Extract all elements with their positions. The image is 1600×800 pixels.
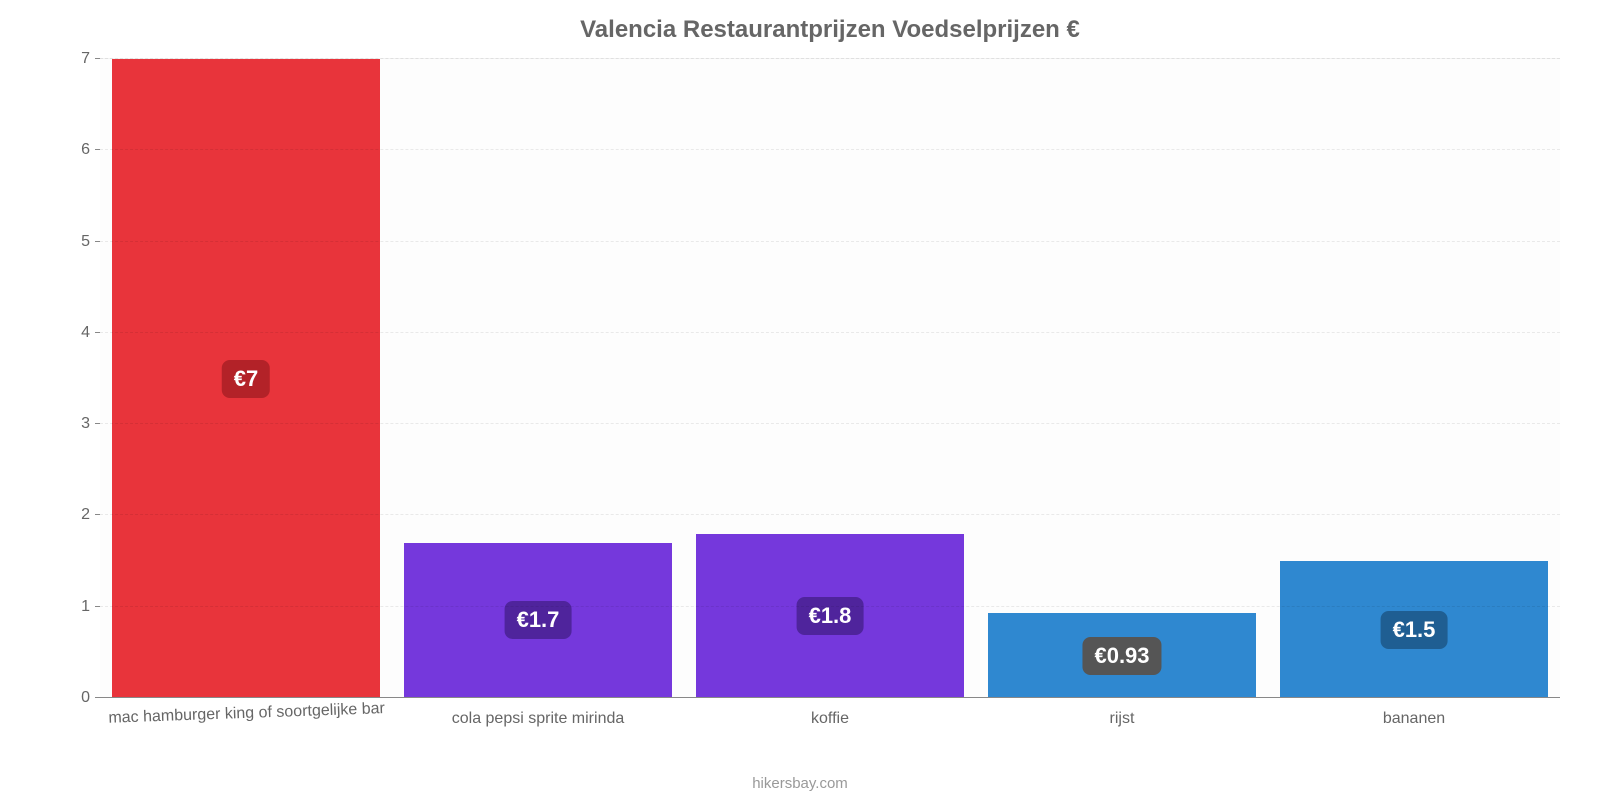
grid-line (100, 514, 1560, 515)
x-axis-label: koffie (684, 698, 976, 728)
x-axis-label: bananen (1268, 698, 1560, 728)
bar-slot: €1.5bananen (1268, 59, 1560, 698)
x-axis-line (100, 697, 1560, 698)
grid-line (100, 606, 1560, 607)
bar: €1.7 (404, 543, 673, 698)
bar: €0.93 (988, 613, 1257, 698)
value-badge: €1.8 (797, 597, 864, 635)
grid-line (100, 241, 1560, 242)
grid-line (100, 58, 1560, 59)
y-tick-label: 4 (81, 324, 100, 342)
x-axis-label: rijst (976, 698, 1268, 728)
price-bar-chart: Valencia Restaurantprijzen Voedselprijze… (0, 0, 1600, 800)
bar-slot: €0.93rijst (976, 59, 1268, 698)
bar: €7 (112, 59, 381, 698)
bars-container: €7mac hamburger king of soortgelijke bar… (100, 59, 1560, 698)
plot-area: €7mac hamburger king of soortgelijke bar… (100, 58, 1560, 698)
grid-line (100, 332, 1560, 333)
y-tick-label: 7 (81, 50, 100, 68)
grid-line (100, 149, 1560, 150)
value-badge: €7 (222, 360, 270, 398)
x-axis-label: cola pepsi sprite mirinda (392, 698, 684, 728)
y-tick-label: 1 (81, 598, 100, 616)
value-badge: €0.93 (1082, 637, 1161, 675)
bar-slot: €7mac hamburger king of soortgelijke bar (100, 59, 392, 698)
y-tick-label: 0 (81, 689, 100, 707)
bar-slot: €1.7cola pepsi sprite mirinda (392, 59, 684, 698)
bar-slot: €1.8koffie (684, 59, 976, 698)
y-tick-label: 2 (81, 506, 100, 524)
attribution-text: hikersbay.com (0, 775, 1600, 792)
y-tick-label: 5 (81, 233, 100, 251)
y-tick-label: 6 (81, 141, 100, 159)
bar: €1.8 (696, 534, 965, 698)
grid-line (100, 423, 1560, 424)
bar: €1.5 (1280, 561, 1549, 698)
value-badge: €1.5 (1381, 611, 1448, 649)
y-tick-label: 3 (81, 415, 100, 433)
value-badge: €1.7 (505, 601, 572, 639)
chart-title: Valencia Restaurantprijzen Voedselprijze… (100, 10, 1560, 58)
